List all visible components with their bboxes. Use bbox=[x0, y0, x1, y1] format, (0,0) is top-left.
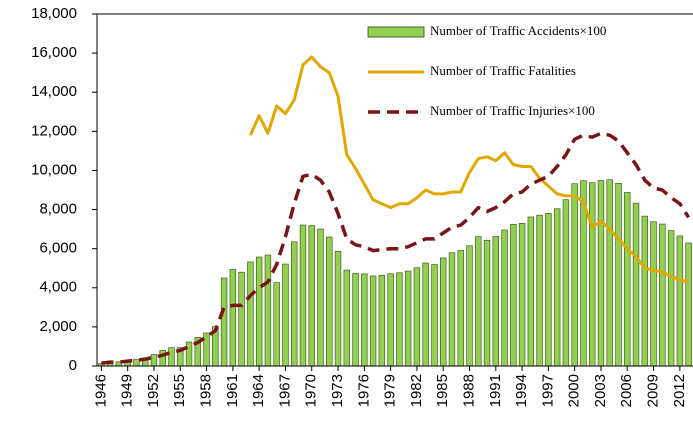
bar bbox=[404, 270, 412, 367]
bar bbox=[413, 267, 421, 367]
bar bbox=[641, 215, 648, 367]
x-tick-label: 1964 bbox=[250, 374, 267, 407]
x-tick-label: 1979 bbox=[382, 374, 399, 407]
x-tick-label: 2009 bbox=[645, 374, 662, 407]
bar bbox=[133, 359, 140, 367]
legend-label: Number of Traffic Fatalities bbox=[430, 63, 576, 78]
x-tick-label: 1958 bbox=[198, 374, 215, 407]
x-tick-label: 1988 bbox=[460, 374, 477, 407]
y-tick-label: 2,000 bbox=[39, 318, 77, 335]
line bbox=[249, 55, 689, 284]
x-tick-label: 1973 bbox=[329, 374, 346, 407]
bar bbox=[326, 236, 333, 367]
bar bbox=[422, 262, 429, 367]
bar bbox=[518, 223, 526, 367]
bar bbox=[431, 264, 438, 367]
bar bbox=[264, 254, 272, 367]
bar bbox=[650, 221, 657, 367]
bar bbox=[659, 223, 666, 367]
legend-label: Number of Traffic Accidents×100 bbox=[430, 23, 606, 38]
bar bbox=[553, 208, 561, 367]
bar bbox=[343, 269, 350, 367]
bar bbox=[308, 225, 315, 367]
bar bbox=[361, 273, 368, 367]
bar bbox=[448, 252, 456, 367]
x-tick-label: 1970 bbox=[303, 374, 320, 407]
bar bbox=[168, 347, 175, 367]
bar bbox=[597, 180, 605, 367]
x-tick-label: 1976 bbox=[355, 374, 372, 407]
bar bbox=[571, 183, 578, 367]
bar bbox=[352, 273, 359, 367]
bar bbox=[545, 213, 552, 367]
bar bbox=[632, 202, 640, 367]
bar bbox=[624, 192, 631, 367]
bar bbox=[676, 235, 684, 367]
bar bbox=[562, 199, 570, 367]
x-tick-label: 2006 bbox=[618, 374, 635, 407]
bar bbox=[536, 214, 543, 367]
x-tick-label: 1994 bbox=[513, 374, 530, 407]
bar bbox=[492, 236, 499, 367]
bar bbox=[369, 275, 377, 367]
x-tick-label: 1946 bbox=[92, 374, 109, 407]
x-tick-label: 1952 bbox=[145, 374, 162, 407]
y-tick-label: 16,000 bbox=[31, 44, 77, 61]
bar bbox=[247, 261, 254, 367]
bar bbox=[606, 179, 613, 367]
bar bbox=[229, 269, 237, 367]
x-tick-label: 1949 bbox=[119, 374, 136, 407]
bar bbox=[238, 271, 245, 367]
bar bbox=[615, 182, 622, 367]
bar bbox=[317, 228, 324, 367]
x-tick-label: 1967 bbox=[276, 374, 293, 407]
x-tick-label: 1955 bbox=[171, 374, 188, 407]
bar bbox=[501, 229, 508, 367]
bar bbox=[220, 277, 228, 367]
y-tick-label: 6,000 bbox=[39, 240, 77, 257]
x-tick-label: 1982 bbox=[408, 374, 425, 407]
bar bbox=[378, 274, 386, 367]
bar bbox=[387, 273, 394, 367]
y-tick-label: 0 bbox=[69, 357, 77, 374]
y-tick-label: 18,000 bbox=[31, 5, 77, 22]
bar bbox=[255, 256, 263, 367]
bar bbox=[457, 250, 464, 367]
x-tick-label: 2012 bbox=[671, 374, 688, 407]
bar bbox=[396, 272, 403, 367]
y-tick-label: 10,000 bbox=[31, 161, 77, 178]
bar bbox=[475, 236, 482, 367]
x-tick-label: 1961 bbox=[224, 374, 241, 407]
y-tick-label: 8,000 bbox=[39, 201, 77, 218]
bar bbox=[334, 250, 342, 367]
bar bbox=[203, 332, 210, 367]
legend-label: Number of Traffic Injuries×100 bbox=[430, 103, 595, 118]
bar bbox=[273, 282, 280, 367]
bar bbox=[466, 245, 473, 367]
y-tick-label: 4,000 bbox=[39, 279, 77, 296]
x-tick-label: 1997 bbox=[539, 374, 556, 407]
bar bbox=[667, 230, 675, 367]
bar bbox=[299, 224, 307, 367]
bar bbox=[291, 241, 298, 367]
bar bbox=[589, 182, 596, 367]
bar bbox=[150, 354, 158, 367]
legend-swatch bbox=[367, 26, 425, 38]
y-tick-label: 12,000 bbox=[31, 122, 77, 139]
x-tick-label: 1991 bbox=[487, 374, 504, 407]
x-tick-label: 2000 bbox=[566, 374, 583, 407]
bar bbox=[510, 223, 517, 367]
x-tick-label: 2003 bbox=[592, 374, 609, 407]
y-tick-label: 14,000 bbox=[31, 83, 77, 100]
bar bbox=[527, 216, 535, 367]
bar bbox=[282, 263, 289, 367]
line bbox=[101, 131, 691, 365]
bar bbox=[685, 242, 692, 367]
bar bbox=[185, 341, 193, 367]
bar bbox=[440, 257, 447, 367]
x-tick-label: 1985 bbox=[434, 374, 451, 407]
bar bbox=[483, 239, 491, 367]
